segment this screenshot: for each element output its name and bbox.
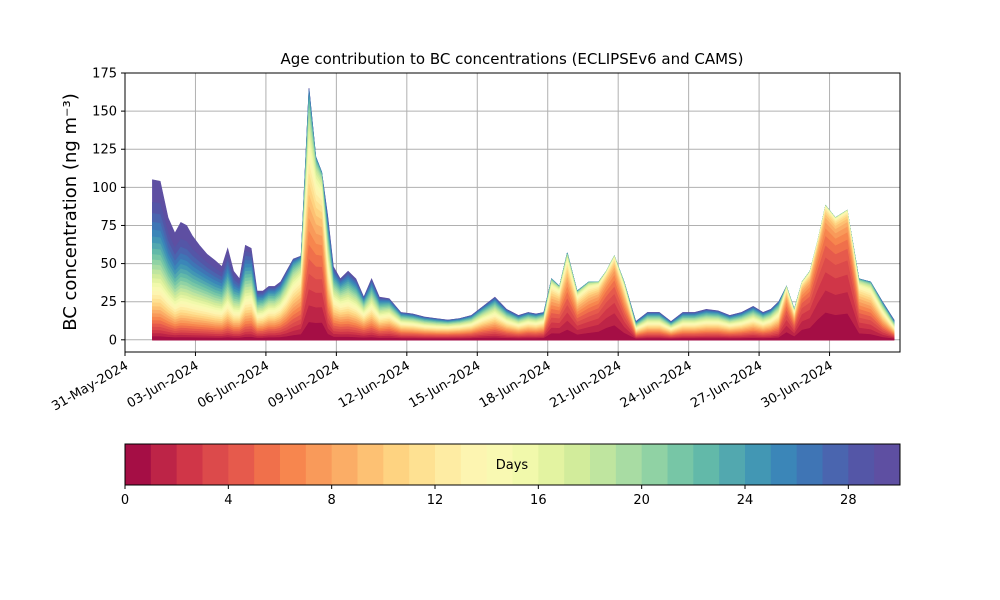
colorbar-cell	[822, 444, 849, 485]
colorbar-tick-label: 0	[121, 493, 129, 508]
y-axis-ticks: 0 25 50 75 100 125 150 175	[92, 67, 125, 348]
colorbar-cell	[435, 444, 462, 485]
y-tick-label: 75	[100, 219, 117, 234]
colorbar-cell	[615, 444, 643, 485]
colorbar: Days 0 4 8 12 16 20 24 28	[121, 443, 901, 508]
colorbar-cell	[280, 444, 307, 485]
colorbar-tick-label: 20	[633, 493, 650, 508]
colorbar-cell	[693, 444, 720, 485]
colorbar-cells	[125, 444, 901, 485]
plot-area: 0 25 50 75 100 125 150 175 31-May-202403-Jun-20…	[49, 67, 901, 414]
colorbar-tick-label: 24	[737, 493, 754, 508]
colorbar-cell	[538, 444, 565, 485]
plot-border	[124, 72, 901, 353]
colorbar-cell	[590, 444, 617, 485]
y-tick-label: 0	[109, 333, 117, 348]
colorbar-cell	[460, 444, 488, 485]
colorbar-tick-label: 16	[530, 493, 547, 508]
colorbar-cell	[770, 444, 798, 485]
x-tick-label: 06-Jun-2024	[195, 358, 272, 411]
x-tick-label: 03-Jun-2024	[125, 358, 202, 411]
x-tick-label: 21-Jun-2024	[547, 358, 624, 411]
colorbar-cell	[667, 444, 694, 485]
colorbar-cell	[486, 444, 513, 485]
colorbar-cell	[383, 444, 410, 485]
age-band-day-0	[152, 312, 895, 341]
y-tick-label: 25	[100, 295, 117, 310]
colorbar-border	[124, 443, 901, 486]
x-tick-label: 12-Jun-2024	[336, 358, 413, 411]
colorbar-cell	[331, 444, 358, 485]
colorbar-cell	[745, 444, 772, 485]
y-tick-label: 175	[92, 67, 117, 82]
colorbar-tick-label: 28	[840, 493, 857, 508]
y-tick-label: 150	[92, 105, 117, 120]
colorbar-cell	[641, 444, 668, 485]
colorbar-cell	[150, 444, 178, 485]
x-tick-label: 30-Jun-2024	[759, 358, 836, 411]
x-tick-label: 27-Jun-2024	[688, 358, 765, 411]
colorbar-cell	[874, 444, 901, 485]
colorbar-cell	[719, 444, 746, 485]
y-axis-label: BC concentration (ng m⁻³)	[60, 93, 81, 331]
colorbar-cell	[305, 444, 333, 485]
x-tick-label: 31-May-2024	[49, 358, 131, 414]
colorbar-cell	[125, 444, 152, 485]
x-tick-label: 15-Jun-2024	[406, 358, 483, 411]
colorbar-label: Days	[496, 458, 529, 473]
x-tick-label: 18-Jun-2024	[477, 358, 554, 411]
colorbar-tick-label: 4	[224, 493, 232, 508]
colorbar-cell	[409, 444, 436, 485]
colorbar-cell	[848, 444, 875, 485]
colorbar-cell	[176, 444, 203, 485]
colorbar-tick-label: 12	[427, 493, 444, 508]
stacked-age-layers	[152, 88, 895, 341]
colorbar-ticks: 0 4 8 12 16 20 24 28	[121, 485, 857, 508]
y-tick-label: 125	[92, 143, 117, 158]
y-tick-label: 100	[92, 181, 117, 196]
age-band-day-27	[152, 89, 895, 341]
x-tick-label: 09-Jun-2024	[266, 358, 343, 411]
colorbar-cell	[254, 444, 281, 485]
colorbar-cell	[512, 444, 539, 485]
y-tick-label: 50	[100, 257, 117, 272]
colorbar-cell	[796, 444, 823, 485]
colorbar-cell	[357, 444, 384, 485]
x-tick-label: 24-Jun-2024	[618, 358, 695, 411]
colorbar-tick-label: 8	[328, 493, 336, 508]
x-axis-ticks: 31-May-202403-Jun-202406-Jun-202409-Jun-…	[49, 352, 836, 414]
colorbar-cell	[202, 444, 229, 485]
chart-title: Age contribution to BC concentrations (E…	[281, 50, 744, 68]
colorbar-cell	[228, 444, 255, 485]
colorbar-cell	[564, 444, 591, 485]
